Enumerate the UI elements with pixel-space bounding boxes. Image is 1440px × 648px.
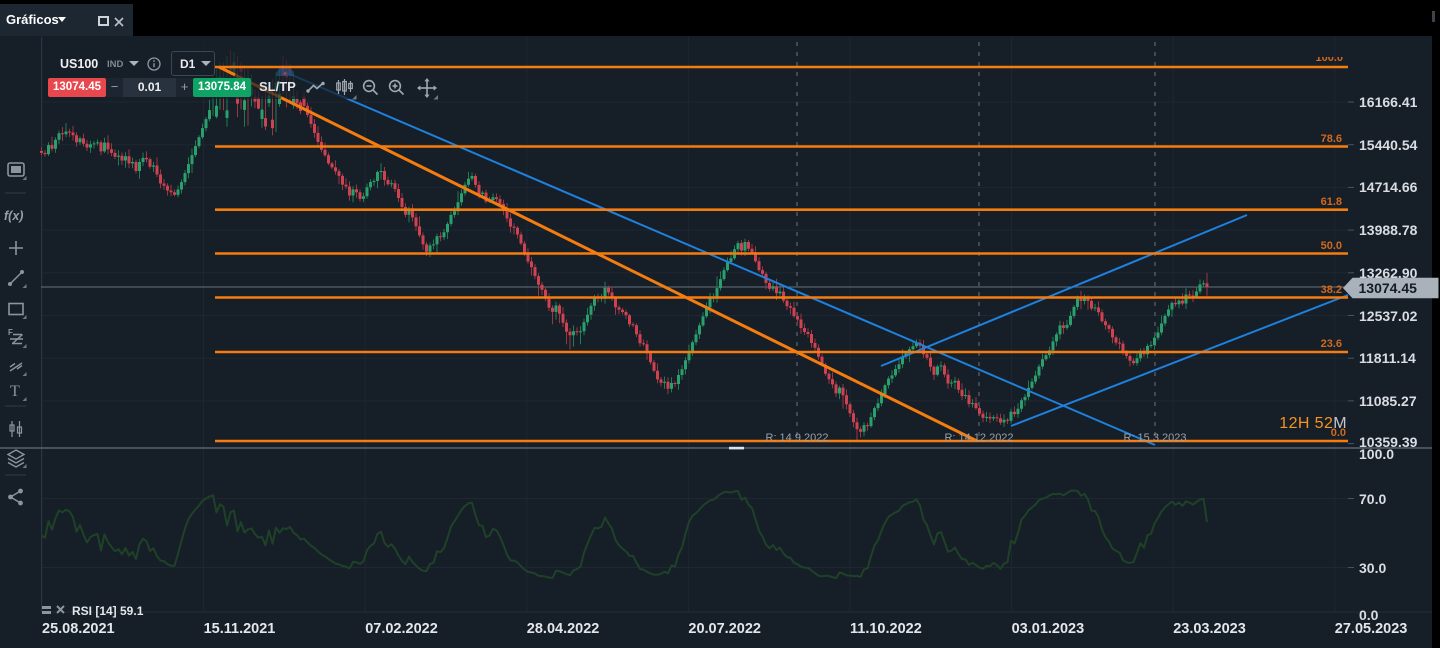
svg-text:13074.45: 13074.45 [1359, 280, 1418, 296]
svg-text:T: T [10, 383, 20, 400]
svg-text:F: F [8, 328, 13, 337]
